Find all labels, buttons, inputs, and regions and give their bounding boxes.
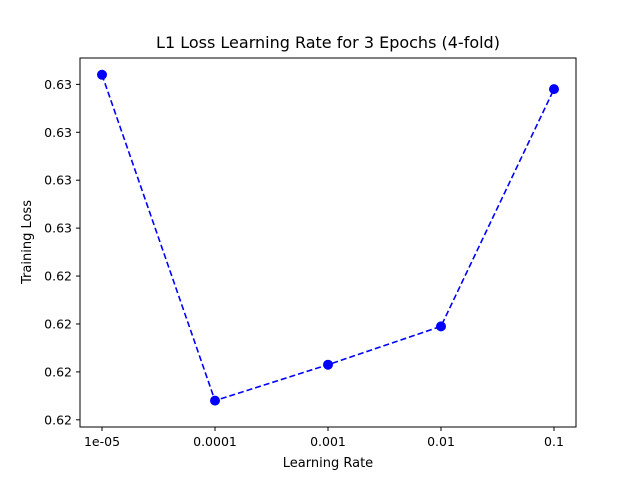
data-point bbox=[323, 359, 333, 370]
data-point bbox=[549, 84, 559, 95]
plot-frame bbox=[79, 57, 577, 428]
y-tick-label: 0.62 bbox=[44, 316, 72, 331]
y-tick-label: 0.62 bbox=[44, 269, 72, 284]
y-tick-label: 0.63 bbox=[44, 77, 72, 92]
x-axis: 1e-05 0.0001 0.001 0.01 0.1 bbox=[84, 427, 564, 449]
data-point bbox=[97, 69, 107, 80]
y-tick-label: 0.63 bbox=[44, 173, 72, 188]
y-tick-label: 0.62 bbox=[44, 412, 72, 427]
y-tick-label: 0.63 bbox=[44, 221, 72, 236]
series-group bbox=[97, 69, 559, 406]
x-tick-label: 0.001 bbox=[310, 434, 346, 449]
x-tick-label: 0.01 bbox=[427, 434, 455, 449]
x-tick-label: 1e-05 bbox=[84, 434, 120, 449]
data-point bbox=[210, 395, 220, 406]
y-axis: 0.62 0.62 0.62 0.62 0.63 0.63 0.63 0.63 bbox=[44, 77, 80, 427]
x-axis-label: Learning Rate bbox=[283, 456, 373, 471]
data-point bbox=[436, 321, 446, 332]
chart-title: L1 Loss Learning Rate for 3 Epochs (4-fo… bbox=[156, 33, 500, 52]
x-tick-label: 0.0001 bbox=[193, 434, 237, 449]
y-axis-label: Training Loss bbox=[20, 200, 35, 285]
y-tick-label: 0.63 bbox=[44, 125, 72, 140]
series-line bbox=[101, 74, 555, 402]
x-tick-label: 0.1 bbox=[544, 434, 564, 449]
y-tick-label: 0.62 bbox=[44, 364, 72, 379]
